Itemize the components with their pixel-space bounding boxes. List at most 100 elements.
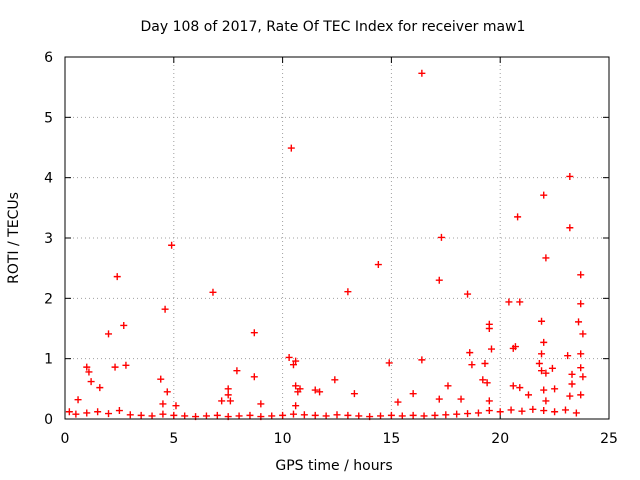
data-point bbox=[159, 410, 167, 418]
data-point bbox=[159, 400, 167, 408]
data-point bbox=[322, 412, 330, 420]
data-point bbox=[529, 405, 537, 413]
data-point bbox=[575, 318, 583, 326]
data-point bbox=[516, 384, 524, 392]
data-point bbox=[409, 411, 417, 419]
data-point bbox=[579, 373, 587, 381]
data-point bbox=[202, 412, 210, 420]
data-point bbox=[566, 224, 574, 232]
y-tick-label: 1 bbox=[44, 352, 53, 368]
axes: 0 5 10 15 20 25 0 1 2 3 4 5 6 bbox=[44, 50, 618, 447]
data-point bbox=[468, 361, 476, 369]
data-point bbox=[444, 382, 452, 390]
data-point bbox=[418, 356, 426, 364]
data-point bbox=[577, 391, 585, 399]
data-point bbox=[509, 344, 517, 352]
data-point bbox=[74, 396, 82, 404]
data-point bbox=[292, 382, 300, 390]
data-point bbox=[292, 357, 300, 365]
data-point bbox=[289, 361, 297, 369]
data-point bbox=[577, 300, 585, 308]
data-point bbox=[213, 411, 221, 419]
data-point bbox=[285, 353, 293, 361]
data-point bbox=[566, 392, 574, 400]
data-point bbox=[542, 254, 550, 262]
data-point bbox=[250, 373, 258, 381]
data-point bbox=[572, 409, 580, 417]
data-point bbox=[509, 382, 517, 390]
data-point bbox=[479, 376, 487, 384]
data-point bbox=[87, 378, 95, 386]
data-point bbox=[568, 370, 576, 378]
data-point bbox=[474, 409, 482, 417]
data-point bbox=[161, 305, 169, 313]
data-point bbox=[224, 391, 232, 399]
data-point bbox=[209, 288, 217, 296]
data-point bbox=[420, 412, 428, 420]
data-point bbox=[542, 397, 550, 405]
data-point bbox=[122, 361, 130, 369]
x-axis-label: GPS time / hours bbox=[275, 458, 392, 474]
data-point bbox=[355, 412, 363, 420]
data-point bbox=[377, 412, 385, 420]
data-point bbox=[181, 412, 189, 420]
data-point bbox=[540, 407, 548, 415]
data-point bbox=[394, 398, 402, 406]
data-point bbox=[442, 411, 450, 419]
data-point bbox=[418, 69, 426, 77]
data-point bbox=[387, 411, 395, 419]
data-point bbox=[507, 406, 515, 414]
data-point bbox=[514, 213, 522, 221]
x-tick-label: 20 bbox=[491, 431, 509, 447]
data-point bbox=[113, 273, 121, 281]
y-tick-label: 2 bbox=[44, 291, 53, 307]
data-point bbox=[316, 388, 324, 396]
y-tick-label: 0 bbox=[44, 412, 53, 428]
data-point bbox=[457, 395, 465, 403]
data-point bbox=[226, 397, 234, 405]
data-point bbox=[311, 386, 319, 394]
data-point bbox=[540, 191, 548, 199]
x-tick-label: 15 bbox=[382, 431, 400, 447]
data-point bbox=[120, 321, 128, 329]
data-point bbox=[551, 408, 559, 416]
data-point bbox=[170, 411, 178, 419]
data-point bbox=[246, 411, 254, 419]
data-point bbox=[485, 407, 493, 415]
y-tick-label: 5 bbox=[44, 110, 53, 126]
data-point bbox=[172, 402, 180, 410]
x-tick-label: 25 bbox=[600, 431, 618, 447]
data-point bbox=[115, 407, 123, 415]
chart-title: Day 108 of 2017, Rate Of TEC Index for r… bbox=[141, 19, 526, 35]
data-point bbox=[157, 375, 165, 383]
data-point bbox=[516, 298, 524, 306]
data-points bbox=[65, 69, 587, 421]
data-point bbox=[540, 386, 548, 394]
data-point bbox=[294, 388, 302, 396]
data-point bbox=[538, 317, 546, 325]
y-tick-label: 4 bbox=[44, 171, 53, 187]
data-point bbox=[435, 395, 443, 403]
data-point bbox=[577, 271, 585, 279]
data-point bbox=[85, 368, 93, 376]
data-point bbox=[579, 330, 587, 338]
data-point bbox=[542, 369, 550, 377]
data-point bbox=[551, 385, 559, 393]
data-point bbox=[505, 298, 513, 306]
data-point bbox=[466, 349, 474, 357]
data-point bbox=[148, 412, 156, 420]
data-point bbox=[105, 330, 113, 338]
data-point bbox=[94, 408, 102, 416]
data-point bbox=[289, 410, 297, 418]
y-tick-label: 3 bbox=[44, 231, 53, 247]
data-point bbox=[311, 411, 319, 419]
data-point bbox=[96, 384, 104, 392]
data-point bbox=[437, 233, 445, 241]
data-point bbox=[464, 290, 472, 298]
data-point bbox=[374, 261, 382, 269]
data-point bbox=[487, 345, 495, 353]
data-point bbox=[464, 410, 472, 418]
data-point bbox=[577, 350, 585, 358]
data-point bbox=[431, 411, 439, 419]
data-point bbox=[483, 379, 491, 387]
